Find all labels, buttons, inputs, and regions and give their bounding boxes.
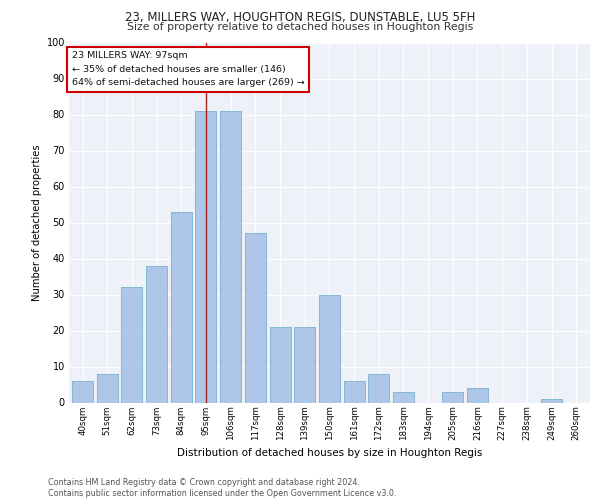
Bar (319, 294, 340, 403)
Text: Contains HM Land Registry data © Crown copyright and database right 2024.
Contai: Contains HM Land Registry data © Crown c… (48, 478, 397, 498)
Bar (467, 388, 488, 402)
Bar (294, 327, 315, 402)
Bar (196, 111, 217, 403)
Bar (541, 399, 562, 402)
X-axis label: Distribution of detached houses by size in Houghton Regis: Distribution of detached houses by size … (177, 448, 482, 458)
Y-axis label: Number of detached properties: Number of detached properties (32, 144, 42, 301)
Bar (121, 288, 142, 403)
Bar (269, 327, 290, 402)
Bar (344, 381, 365, 402)
Bar (97, 374, 118, 402)
Bar (245, 234, 266, 402)
Bar (368, 374, 389, 402)
Bar (442, 392, 463, 402)
Text: 23, MILLERS WAY, HOUGHTON REGIS, DUNSTABLE, LU5 5FH: 23, MILLERS WAY, HOUGHTON REGIS, DUNSTAB… (125, 11, 475, 24)
Bar (171, 212, 192, 402)
Bar (220, 111, 241, 403)
Text: Size of property relative to detached houses in Houghton Regis: Size of property relative to detached ho… (127, 22, 473, 32)
Bar (146, 266, 167, 402)
Bar (72, 381, 93, 402)
Text: 23 MILLERS WAY: 97sqm
← 35% of detached houses are smaller (146)
64% of semi-det: 23 MILLERS WAY: 97sqm ← 35% of detached … (71, 52, 304, 87)
Bar (393, 392, 414, 402)
